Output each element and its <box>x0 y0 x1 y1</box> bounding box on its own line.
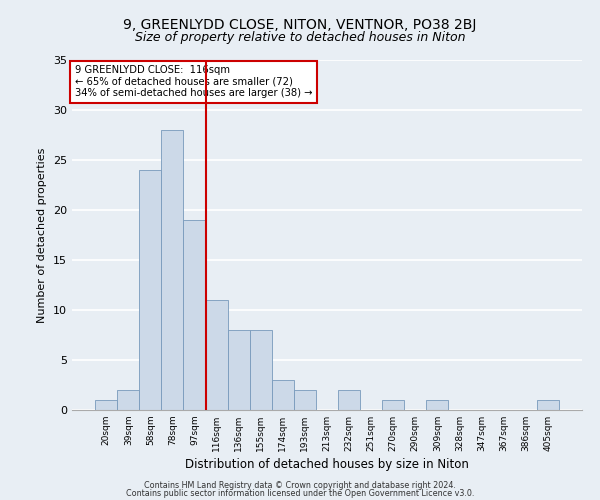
Y-axis label: Number of detached properties: Number of detached properties <box>37 148 47 322</box>
Bar <box>338 390 360 410</box>
Bar <box>272 380 294 410</box>
Bar <box>95 400 117 410</box>
Bar <box>250 330 272 410</box>
Bar <box>537 400 559 410</box>
Text: 9, GREENLYDD CLOSE, NITON, VENTNOR, PO38 2BJ: 9, GREENLYDD CLOSE, NITON, VENTNOR, PO38… <box>124 18 476 32</box>
X-axis label: Distribution of detached houses by size in Niton: Distribution of detached houses by size … <box>185 458 469 471</box>
Text: Contains public sector information licensed under the Open Government Licence v3: Contains public sector information licen… <box>126 489 474 498</box>
Bar <box>117 390 139 410</box>
Bar <box>184 220 206 410</box>
Bar <box>206 300 227 410</box>
Text: 9 GREENLYDD CLOSE:  116sqm
← 65% of detached houses are smaller (72)
34% of semi: 9 GREENLYDD CLOSE: 116sqm ← 65% of detac… <box>74 66 312 98</box>
Text: Contains HM Land Registry data © Crown copyright and database right 2024.: Contains HM Land Registry data © Crown c… <box>144 480 456 490</box>
Bar <box>227 330 250 410</box>
Bar <box>161 130 184 410</box>
Bar <box>382 400 404 410</box>
Bar <box>139 170 161 410</box>
Text: Size of property relative to detached houses in Niton: Size of property relative to detached ho… <box>135 31 465 44</box>
Bar <box>294 390 316 410</box>
Bar <box>427 400 448 410</box>
